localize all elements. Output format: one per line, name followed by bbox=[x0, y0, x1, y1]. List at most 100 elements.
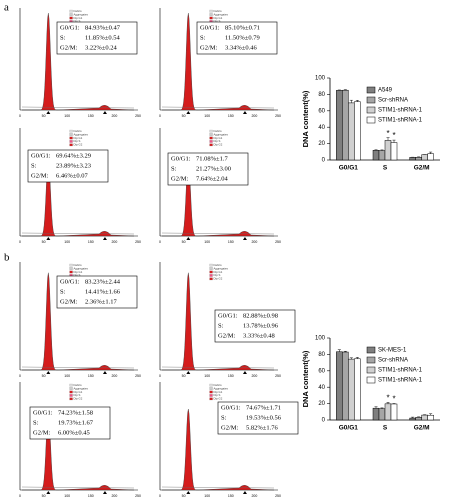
stats-value: 84.93%±0.47 bbox=[85, 24, 121, 31]
panel-label: b bbox=[4, 252, 10, 264]
stats-value: 3.22%±0.24 bbox=[85, 44, 117, 51]
hist-legend-swatch bbox=[209, 267, 213, 270]
stats-label: G2/M: bbox=[218, 332, 236, 339]
panel-label: a bbox=[4, 2, 9, 14]
hist-x-tick: 0 bbox=[19, 114, 21, 118]
stats-label: S: bbox=[33, 419, 39, 426]
stats-value: 23.89%±3.23 bbox=[56, 162, 91, 169]
hist-legend-label: Aggregates bbox=[214, 12, 229, 16]
hist-legend-label: Dip S bbox=[214, 393, 221, 397]
hist-x-tick: 150 bbox=[228, 240, 234, 244]
error-bar bbox=[429, 413, 433, 416]
hist-x-tick: 100 bbox=[204, 114, 210, 118]
peak-marker bbox=[46, 111, 51, 114]
hist-legend-swatch bbox=[69, 133, 73, 136]
peak-marker bbox=[242, 491, 247, 494]
bar bbox=[384, 403, 392, 421]
y-tick-label: 100 bbox=[315, 336, 326, 342]
bar bbox=[409, 417, 416, 421]
error-bar bbox=[349, 357, 353, 360]
hist-legend-label: Dip G1 bbox=[214, 16, 223, 20]
bar bbox=[390, 403, 398, 421]
legend-label: Scr-shRNA bbox=[378, 358, 408, 364]
stats-value: 19.53%±0.56 bbox=[246, 414, 282, 421]
hist-x-tick: 200 bbox=[251, 240, 257, 244]
hist-x-tick: 200 bbox=[251, 374, 257, 378]
legend-swatch bbox=[366, 346, 376, 354]
hist-legend-label: Dip G1 bbox=[214, 270, 223, 274]
hist-legend-label: Dip S bbox=[74, 19, 81, 23]
stats-value: 69.64%±3.29 bbox=[56, 152, 91, 159]
hist-legend-label: Dip S bbox=[214, 139, 221, 143]
hist-curve bbox=[161, 232, 275, 235]
hist-x-tick: 50 bbox=[182, 374, 186, 378]
significance: * bbox=[386, 129, 389, 138]
stats-label: G0/G1: bbox=[171, 155, 191, 162]
hist-x-tick: 50 bbox=[42, 494, 46, 498]
hist-legend-label: Debris bbox=[214, 383, 223, 387]
stats-label: G2/M: bbox=[33, 429, 51, 436]
hist-x-tick: 150 bbox=[88, 114, 94, 118]
stats-label: G2/M: bbox=[221, 424, 239, 431]
hist-legend-swatch bbox=[209, 13, 213, 16]
hist-curve bbox=[21, 106, 135, 109]
stats-value: 3.33%±0.48 bbox=[243, 332, 275, 339]
hist-x-tick: 100 bbox=[204, 494, 210, 498]
peak-marker bbox=[242, 371, 247, 374]
stats-value: 83.23%±2.44 bbox=[85, 278, 121, 285]
hist-legend-swatch bbox=[69, 143, 73, 147]
hist-x-tick: 250 bbox=[275, 114, 281, 118]
hist-legend-swatch bbox=[209, 394, 213, 397]
hist-legend-label: Debris bbox=[214, 129, 223, 133]
legend-swatch bbox=[366, 366, 376, 374]
error-bar bbox=[392, 139, 396, 143]
hist-legend-swatch bbox=[209, 133, 213, 136]
stats-value: 74.67%±1.71 bbox=[246, 404, 281, 411]
hist-x-tick: 250 bbox=[135, 374, 141, 378]
hist-legend-swatch bbox=[69, 390, 73, 394]
hist-legend-label: Aggregates bbox=[74, 132, 89, 136]
hist-x-tick: 250 bbox=[135, 114, 141, 118]
hist-curve bbox=[161, 486, 275, 489]
peak-marker bbox=[242, 237, 247, 240]
peak-marker bbox=[46, 371, 51, 374]
stats-label: S: bbox=[218, 322, 224, 329]
x-tick-label: G2/M bbox=[414, 425, 430, 432]
hist-legend-swatch bbox=[69, 263, 73, 267]
x-tick-label: G0/G1 bbox=[339, 165, 359, 172]
y-tick-label: 20 bbox=[318, 401, 325, 407]
stats-label: S: bbox=[60, 288, 66, 295]
hist-x-tick: 50 bbox=[42, 374, 46, 378]
y-tick-label: 100 bbox=[315, 76, 326, 82]
y-tick-label: 60 bbox=[318, 108, 325, 114]
hist-x-tick: 0 bbox=[159, 114, 161, 118]
y-tick-label: 40 bbox=[318, 125, 325, 131]
hist-curve bbox=[161, 366, 275, 369]
error-bar bbox=[343, 89, 347, 91]
legend-label: STIM1-shRNA-1 bbox=[378, 108, 423, 114]
significance: * bbox=[386, 394, 389, 403]
hist-legend-label: Debris bbox=[74, 263, 83, 267]
hist-x-tick: 100 bbox=[204, 374, 210, 378]
hist-legend-label: Dip G2 bbox=[214, 277, 223, 281]
hist-legend-swatch bbox=[69, 16, 73, 20]
hist-x-tick: 150 bbox=[88, 374, 94, 378]
stats-value: 19.73%±1.67 bbox=[58, 419, 94, 426]
y-tick-label: 0 bbox=[322, 418, 326, 424]
hist-x-tick: 150 bbox=[88, 494, 94, 498]
bar bbox=[415, 417, 422, 421]
legend-swatch bbox=[366, 86, 376, 94]
legend-swatch bbox=[366, 356, 376, 364]
bar bbox=[384, 140, 392, 161]
hist-x-tick: 50 bbox=[42, 240, 46, 244]
stats-label: S: bbox=[200, 34, 206, 41]
y-axis-title: DNA content(%) bbox=[301, 90, 310, 147]
peak-marker bbox=[46, 491, 51, 494]
hist-x-tick: 100 bbox=[64, 240, 70, 244]
hist-x-tick: 100 bbox=[64, 374, 70, 378]
hist-x-tick: 200 bbox=[111, 374, 117, 378]
hist-x-tick: 150 bbox=[228, 114, 234, 118]
stats-value: 6.00%±0.45 bbox=[58, 429, 90, 436]
bar bbox=[348, 358, 355, 421]
bar bbox=[372, 150, 380, 161]
